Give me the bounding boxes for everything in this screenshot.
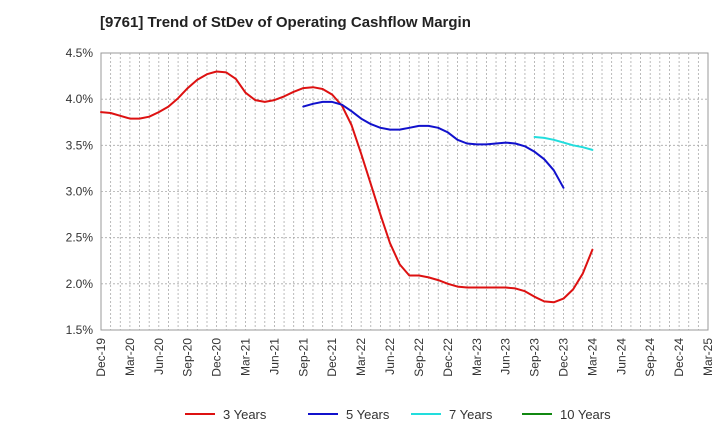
x-tick-label: Dec-22 [441, 338, 455, 377]
x-tick-label: Mar-25 [701, 338, 715, 376]
legend: 3 Years 5 Years 7 Years 10 Years [185, 407, 611, 422]
x-tick-label: Sep-21 [296, 338, 310, 377]
y-tick-label: 2.0% [66, 277, 94, 291]
x-tick-label: Jun-21 [267, 338, 281, 375]
x-tick-label: Sep-22 [412, 338, 426, 377]
legend-label-7-years: 7 Years [449, 407, 493, 422]
x-tick-label: Jun-22 [383, 338, 397, 375]
chart-title: [9761] Trend of StDev of Operating Cashf… [100, 14, 471, 31]
y-tick-label: 4.5% [66, 46, 94, 60]
series-line-3-years [100, 70, 594, 304]
x-tick-label: Mar-20 [123, 338, 137, 376]
x-tick-label: Sep-23 [528, 338, 542, 377]
y-tick-label: 3.5% [66, 138, 94, 152]
grid [100, 52, 709, 331]
x-tick-label: Dec-20 [210, 338, 224, 377]
x-tick-label: Mar-21 [239, 338, 253, 376]
x-tick-label: Mar-22 [354, 338, 368, 376]
x-tick-label: Jun-20 [152, 338, 166, 375]
legend-label-10-years: 10 Years [560, 407, 611, 422]
axes: 1.5% 2.0% 2.5% 3.0% 3.5% 4.0% 4.5% Dec-19 Mar-20… [66, 46, 715, 377]
x-tick-label: Mar-24 [585, 338, 599, 376]
series-line-5-years [302, 100, 565, 189]
series-lines [100, 70, 594, 304]
plot-area-border [100, 52, 709, 331]
y-tick-label: 4.0% [66, 92, 94, 106]
x-tick-label: Dec-19 [94, 338, 108, 377]
y-tick-label: 1.5% [66, 323, 94, 337]
x-tick-label: Mar-23 [470, 338, 484, 376]
legend-label-3-years: 3 Years [223, 407, 267, 422]
y-tick-label: 2.5% [66, 231, 94, 245]
y-tick-label: 3.0% [66, 185, 94, 199]
x-tick-label: Dec-23 [556, 338, 570, 377]
x-tick-label: Sep-24 [643, 338, 657, 377]
x-tick-label: Dec-21 [325, 338, 339, 377]
x-tick-label: Jun-23 [499, 338, 513, 375]
legend-label-5-years: 5 Years [346, 407, 390, 422]
series-line-7-years [533, 136, 594, 151]
x-tick-label: Dec-24 [672, 338, 686, 377]
x-tick-label: Jun-24 [614, 338, 628, 375]
x-tick-label: Sep-20 [181, 338, 195, 377]
